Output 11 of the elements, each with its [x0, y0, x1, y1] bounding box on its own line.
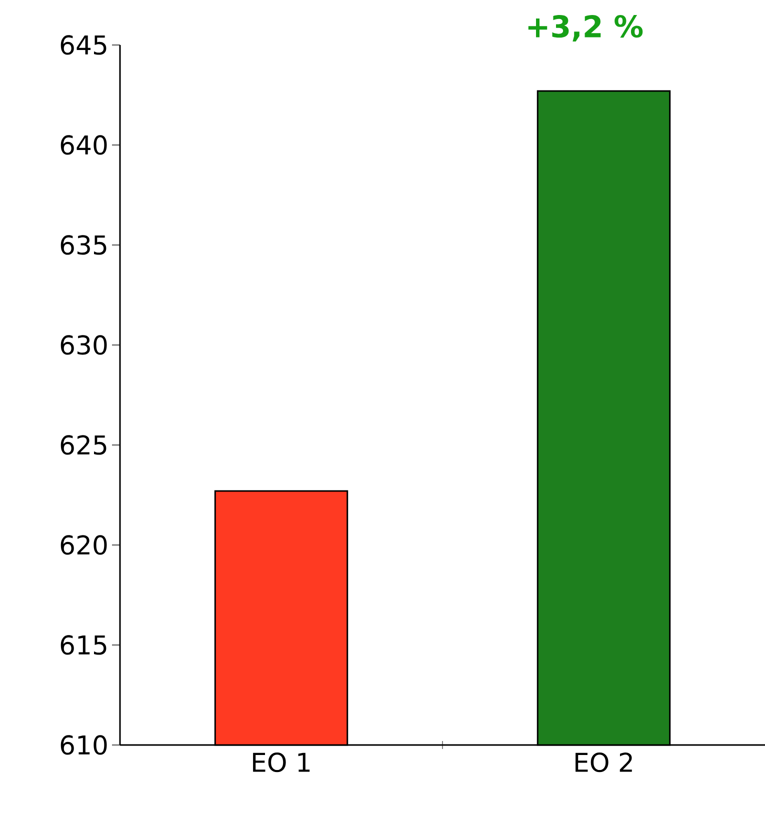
x-tick-label: EO 1: [253, 752, 310, 772]
y-tick-label: 630: [60, 335, 107, 355]
y-tick-label: 620: [60, 535, 107, 555]
y-tick-label: 615: [60, 635, 106, 655]
x-tick-label: EO 2: [576, 752, 632, 772]
y-tick-label: 640: [60, 135, 107, 155]
text: +3,2 %: [528, 15, 643, 42]
y-tick-label: 635: [60, 235, 106, 255]
y-tick-label: 645: [60, 35, 106, 55]
y-tick-label: 610: [60, 735, 107, 755]
y-tick-label: 625: [60, 435, 106, 455]
